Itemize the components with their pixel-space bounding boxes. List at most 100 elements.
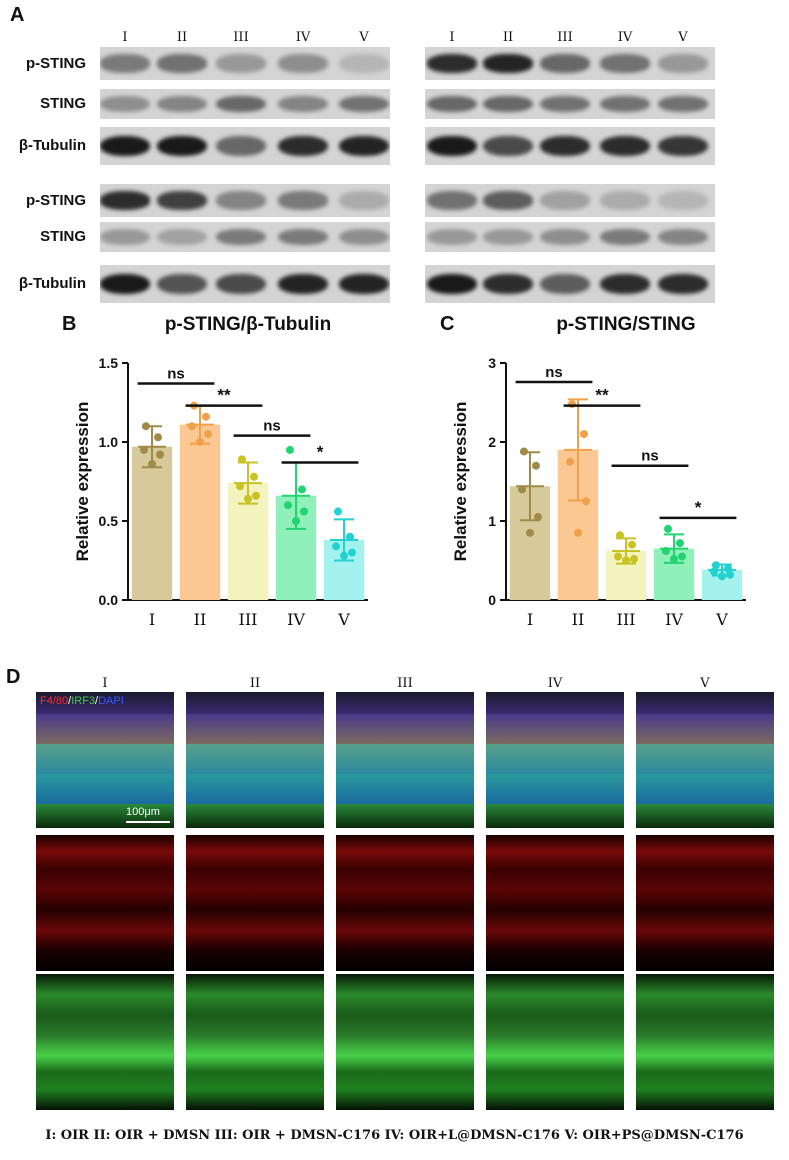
tissue-layer: [36, 714, 174, 744]
data-point: [664, 524, 672, 533]
micrograph-f480: [36, 835, 174, 971]
micrograph-irf3: [636, 974, 774, 1110]
lane-label-2: II: [502, 30, 514, 45]
blot-band: [278, 95, 328, 113]
y-tick-label: 1.5: [99, 355, 119, 371]
blot-band: [157, 191, 207, 210]
blot-strip: [425, 222, 715, 252]
micrograph-merged: [486, 692, 624, 828]
blot-strip: [425, 47, 715, 80]
lane-label-3: III: [557, 30, 573, 45]
data-point: [726, 570, 734, 579]
tissue-layer: [186, 974, 324, 1110]
blot-band: [540, 54, 590, 73]
data-point: [676, 539, 684, 548]
blot-row-label: p-STING: [26, 54, 86, 72]
data-point: [334, 507, 342, 516]
y-tick-label: 0.5: [99, 513, 119, 529]
tissue-layer: [486, 804, 624, 828]
panel-label-b: B: [62, 313, 77, 335]
tissue-layer: [486, 974, 624, 1110]
blot-band: [100, 95, 150, 113]
data-point: [518, 485, 526, 494]
lane-label-4: IV: [617, 30, 633, 45]
tissue-layer: [36, 692, 174, 714]
blot-band: [540, 135, 590, 157]
y-tick-label: 3: [488, 355, 496, 371]
data-point: [346, 532, 354, 541]
tissue-layer: [186, 692, 324, 714]
significance-label: ns: [641, 448, 659, 465]
tissue-layer: [186, 744, 324, 774]
blot-band: [278, 54, 328, 73]
blot-band: [216, 135, 266, 157]
micrograph-merged: [186, 692, 324, 828]
data-point: [156, 450, 164, 459]
data-point: [142, 422, 150, 431]
chart-title: p-STING/β-Tubulin: [165, 314, 331, 335]
micrograph-irf3: [36, 974, 174, 1110]
blot-band: [100, 135, 150, 157]
tissue-layer: [486, 774, 624, 804]
blot-band: [483, 135, 533, 157]
micrograph-column-label: V: [700, 676, 710, 691]
data-point: [678, 552, 686, 561]
micrograph-merged: [336, 692, 474, 828]
data-point: [724, 564, 732, 573]
tissue-layer: [486, 692, 624, 714]
data-point: [140, 445, 148, 454]
bar-I: [131, 446, 173, 600]
blot-band: [483, 54, 533, 73]
blot-strip: [100, 127, 390, 165]
blot-band: [339, 273, 389, 295]
channel-sep: /: [68, 695, 72, 707]
blot-band: [100, 228, 150, 246]
blot-band: [427, 273, 477, 295]
tissue-layer: [636, 835, 774, 971]
tissue-layer: [636, 974, 774, 1110]
panel-label-a: A: [10, 4, 25, 26]
data-point: [148, 460, 156, 469]
data-point: [250, 472, 258, 481]
data-point: [614, 552, 622, 561]
blot-band: [540, 95, 590, 113]
tissue-layer: [186, 835, 324, 971]
y-tick-label: 1: [488, 513, 496, 529]
tissue-layer: [336, 744, 474, 774]
y-tick-label: 2: [488, 434, 496, 450]
x-tick-label: II: [194, 610, 207, 629]
micrograph-column-label: III: [397, 676, 413, 691]
data-point: [298, 485, 306, 494]
data-point: [532, 461, 540, 470]
blot-band: [483, 228, 533, 246]
blot-band: [339, 95, 389, 113]
blot-band: [540, 273, 590, 295]
blot-band: [216, 273, 266, 295]
blot-band: [157, 228, 207, 246]
data-point: [332, 542, 340, 551]
micrograph-column-label: I: [102, 676, 108, 691]
lane-label-1: I: [449, 30, 455, 45]
bar-II: [179, 424, 221, 600]
micrograph-merged: [36, 692, 174, 828]
lane-label-5: V: [678, 30, 688, 45]
blot-band: [100, 191, 150, 210]
bar-chart-p-sting-tubulin: p-STING/β-Tubulin Relative expression 0.0 0…: [73, 314, 368, 629]
lane-label-5: V: [359, 30, 369, 45]
tissue-layer: [636, 692, 774, 714]
data-point: [202, 412, 210, 421]
micrograph-f480: [486, 835, 624, 971]
tissue-layer: [186, 774, 324, 804]
data-point: [154, 433, 162, 442]
data-point: [196, 438, 204, 446]
tissue-layer: [36, 974, 174, 1110]
blot-band: [216, 191, 266, 210]
blot-strip: [425, 184, 715, 217]
micrograph-merged: [636, 692, 774, 828]
data-point: [622, 556, 630, 565]
data-point: [718, 572, 726, 581]
data-point: [340, 551, 348, 560]
x-tick-label: V: [337, 610, 350, 629]
tissue-layer: [336, 974, 474, 1110]
data-point: [628, 540, 636, 549]
